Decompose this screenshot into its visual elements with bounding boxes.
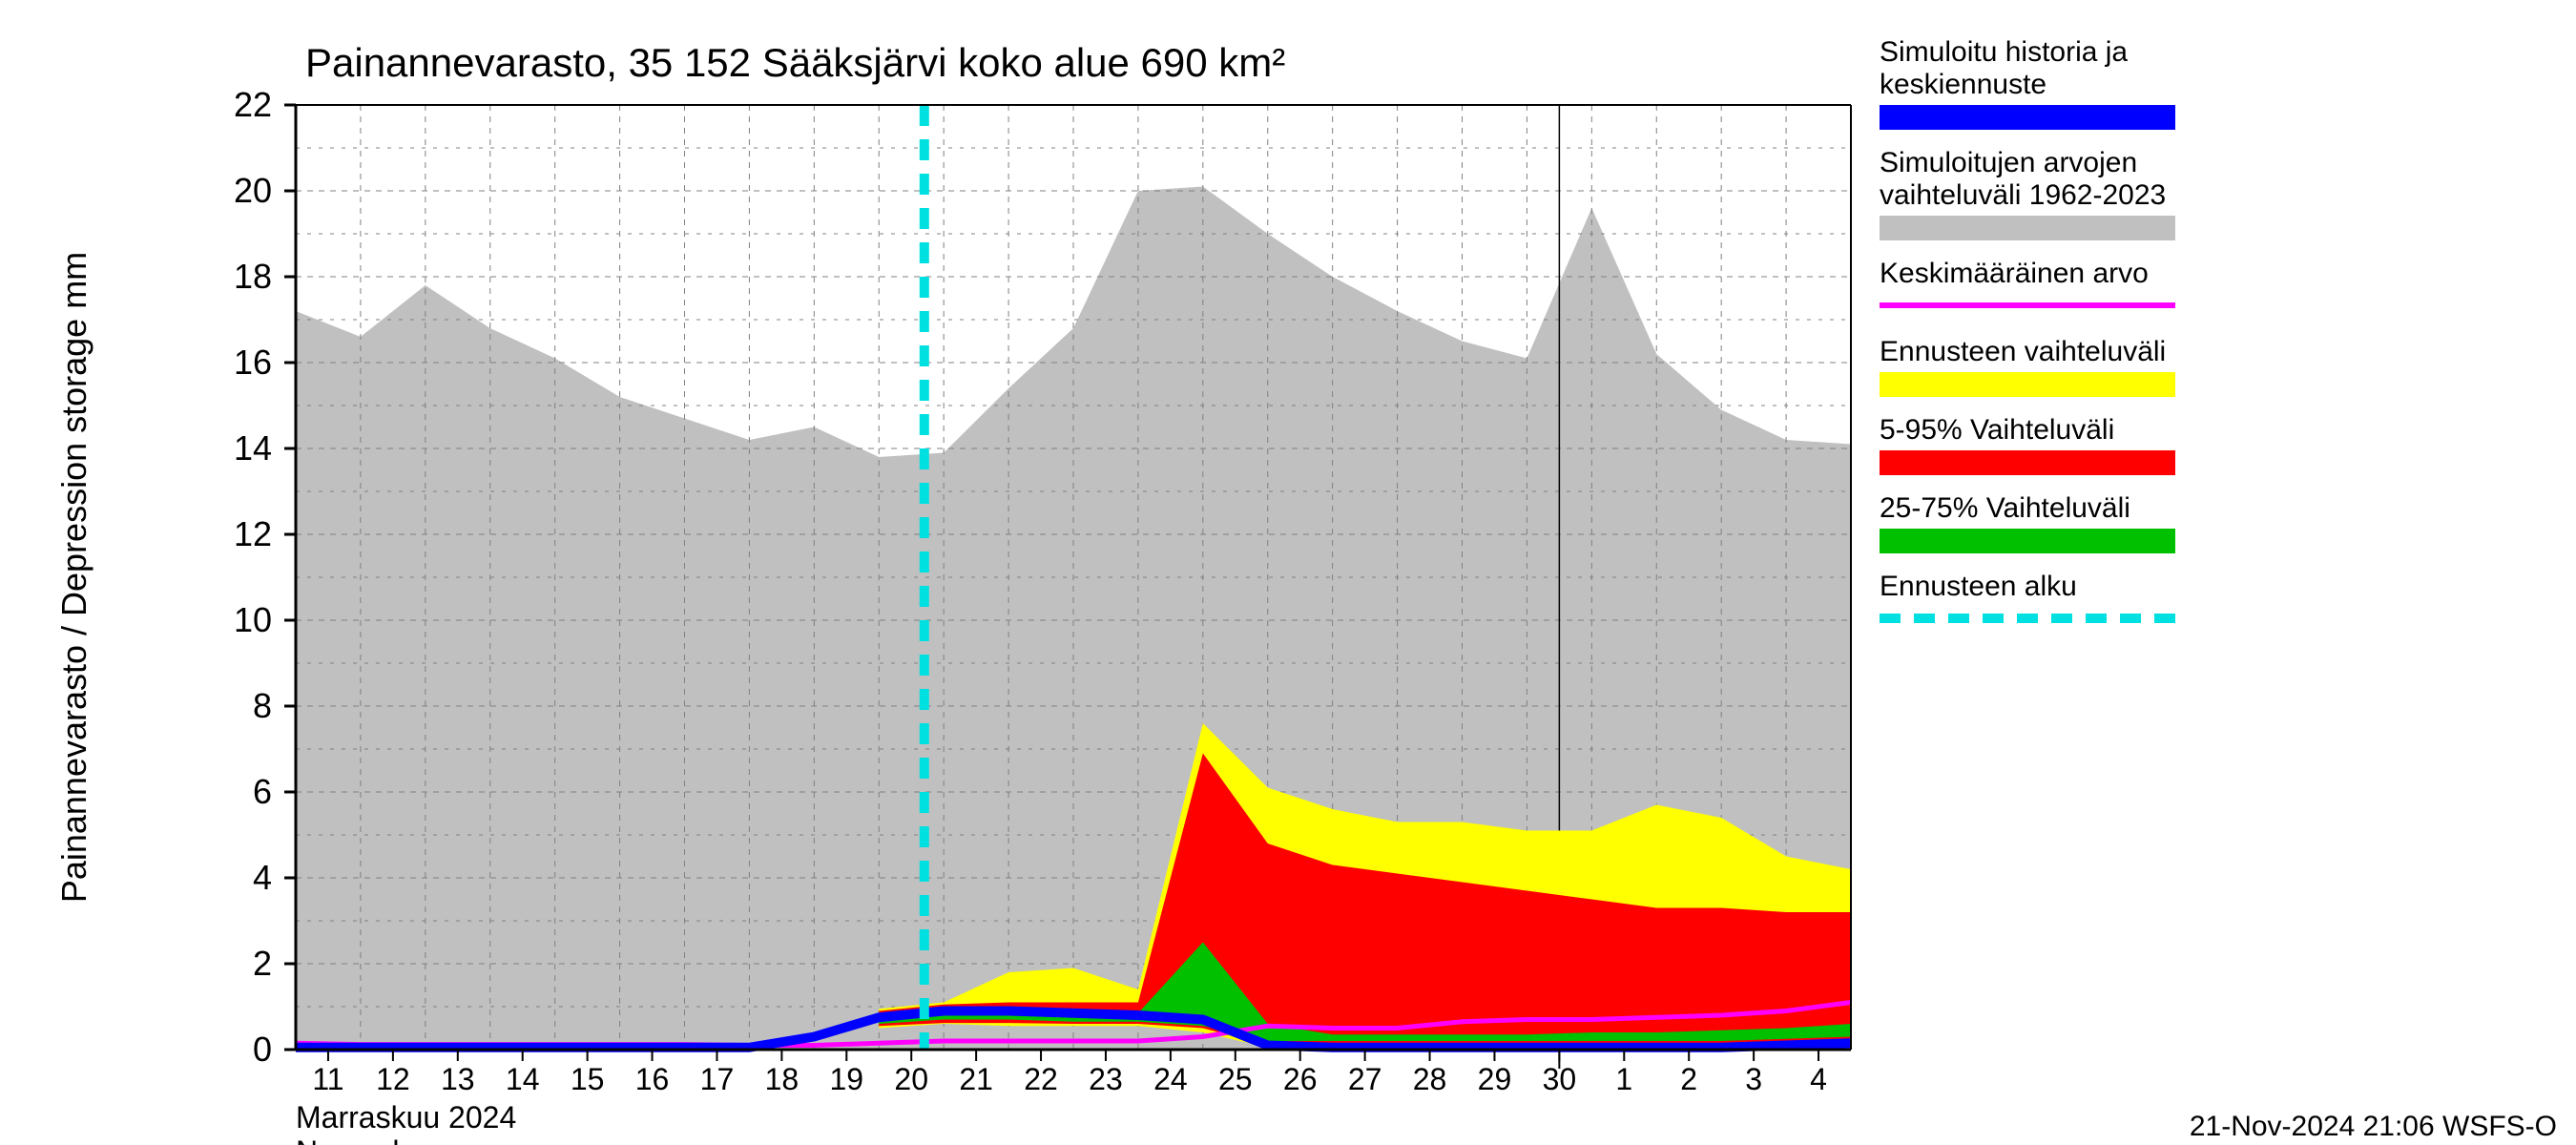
svg-text:22: 22 xyxy=(234,85,272,124)
svg-text:Keskimääräinen arvo: Keskimääräinen arvo xyxy=(1880,258,2149,289)
svg-text:29: 29 xyxy=(1478,1062,1512,1096)
svg-text:2: 2 xyxy=(253,944,272,983)
svg-text:22: 22 xyxy=(1024,1062,1058,1096)
svg-text:19: 19 xyxy=(829,1062,863,1096)
svg-text:12: 12 xyxy=(376,1062,410,1096)
svg-text:17: 17 xyxy=(700,1062,735,1096)
svg-text:24: 24 xyxy=(1153,1062,1188,1096)
month-label-fi: Marraskuu 2024 xyxy=(296,1100,516,1135)
svg-text:0: 0 xyxy=(253,1030,272,1069)
legend-swatch xyxy=(1880,105,2175,130)
legend-swatch xyxy=(1880,529,2175,553)
chart-container: 0246810121416182022111213141516171819202… xyxy=(0,0,2576,1145)
chart-svg: 0246810121416182022111213141516171819202… xyxy=(0,0,2576,1145)
svg-text:6: 6 xyxy=(253,772,272,811)
svg-text:8: 8 xyxy=(253,686,272,725)
svg-text:25: 25 xyxy=(1218,1062,1253,1096)
svg-text:20: 20 xyxy=(894,1062,928,1096)
svg-text:12: 12 xyxy=(234,514,272,553)
svg-text:26: 26 xyxy=(1283,1062,1318,1096)
svg-text:10: 10 xyxy=(234,600,272,639)
footer-timestamp: 21-Nov-2024 21:06 WSFS-O xyxy=(2190,1111,2557,1142)
svg-text:23: 23 xyxy=(1089,1062,1123,1096)
svg-text:27: 27 xyxy=(1348,1062,1382,1096)
svg-text:5-95% Vaihteluväli: 5-95% Vaihteluväli xyxy=(1880,414,2114,446)
svg-text:20: 20 xyxy=(234,171,272,210)
svg-text:2: 2 xyxy=(1680,1062,1697,1096)
month-label-en: November xyxy=(296,1135,437,1145)
svg-text:28: 28 xyxy=(1413,1062,1447,1096)
svg-text:14: 14 xyxy=(506,1062,540,1096)
svg-text:15: 15 xyxy=(571,1062,605,1096)
legend-swatch xyxy=(1880,450,2175,475)
svg-text:11: 11 xyxy=(312,1062,343,1096)
svg-text:keskiennuste: keskiennuste xyxy=(1880,69,2046,100)
svg-text:vaihteluväli 1962-2023: vaihteluväli 1962-2023 xyxy=(1880,179,2166,211)
svg-text:Simuloitu historia ja: Simuloitu historia ja xyxy=(1880,36,2128,68)
legend-swatch xyxy=(1880,372,2175,397)
svg-text:21: 21 xyxy=(959,1062,993,1096)
svg-text:Ennusteen alku: Ennusteen alku xyxy=(1880,571,2077,602)
svg-text:4: 4 xyxy=(253,858,272,897)
svg-text:18: 18 xyxy=(765,1062,800,1096)
svg-text:13: 13 xyxy=(441,1062,475,1096)
chart-title: Painannevarasto, 35 152 Sääksjärvi koko … xyxy=(305,40,1285,85)
svg-text:4: 4 xyxy=(1810,1062,1827,1096)
y-axis-label: Painannevarasto / Depression storage mm xyxy=(54,252,93,903)
svg-text:25-75% Vaihteluväli: 25-75% Vaihteluväli xyxy=(1880,492,2130,524)
svg-text:18: 18 xyxy=(234,257,272,296)
svg-text:14: 14 xyxy=(234,428,272,468)
legend-swatch xyxy=(1880,216,2175,240)
svg-text:Simuloitujen arvojen: Simuloitujen arvojen xyxy=(1880,147,2137,178)
svg-text:16: 16 xyxy=(635,1062,670,1096)
svg-text:3: 3 xyxy=(1745,1062,1762,1096)
svg-text:16: 16 xyxy=(234,343,272,382)
svg-text:30: 30 xyxy=(1543,1062,1577,1096)
svg-text:1: 1 xyxy=(1615,1062,1632,1096)
svg-text:Ennusteen vaihteluväli: Ennusteen vaihteluväli xyxy=(1880,336,2166,367)
